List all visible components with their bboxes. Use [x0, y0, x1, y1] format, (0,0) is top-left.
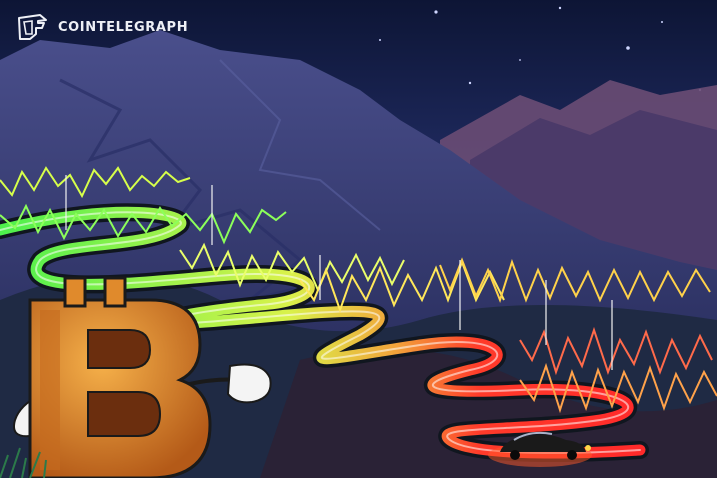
grass: [0, 447, 47, 478]
car: [488, 431, 592, 467]
price-zigzags: [0, 166, 717, 414]
bitcoin-character: [13, 276, 272, 478]
cointelegraph-logo-icon: [18, 14, 47, 40]
winding-road: [0, 203, 649, 462]
brand-logo: COINTELEGRAPH: [16, 12, 188, 42]
brand-name: COINTELEGRAPH: [58, 19, 189, 35]
